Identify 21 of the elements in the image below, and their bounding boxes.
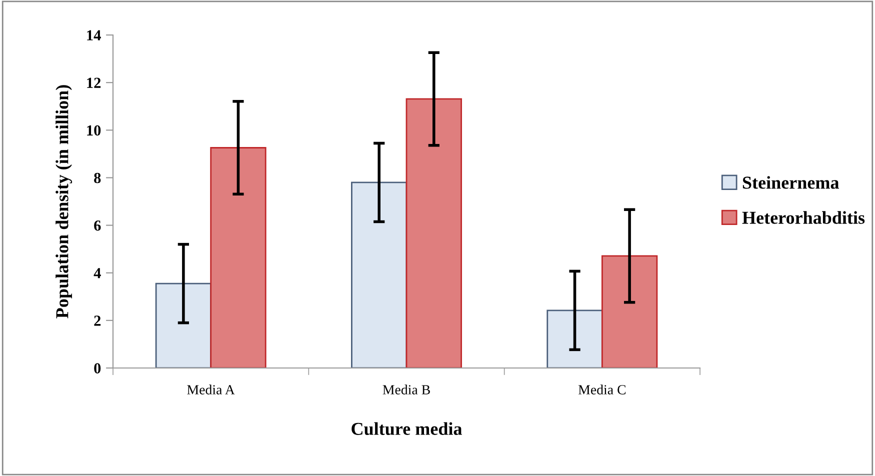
y-tick-label: 8: [94, 172, 101, 184]
y-axis-title: Population density (in million): [56, 85, 72, 318]
y-tick-label: 12: [87, 78, 101, 88]
y-tick-label: 6: [94, 220, 101, 231]
bar: [601, 255, 658, 368]
y-tick-label: 14: [87, 30, 101, 40]
bar: [546, 310, 603, 368]
legend-label: Steinernema: [742, 176, 839, 189]
x-tick-label: Media C: [578, 384, 626, 394]
x-tick-label: Media A: [187, 384, 235, 394]
bar: [351, 182, 408, 368]
x-tick-label: Media B: [382, 384, 430, 394]
legend-label: Heterorhabditis: [742, 211, 865, 224]
bar: [155, 282, 212, 368]
y-tick-label: 2: [94, 316, 101, 326]
bar: [406, 98, 462, 368]
y-tick-label: 0: [94, 363, 101, 374]
x-axis-title: Culture media: [352, 422, 462, 436]
y-tick-label: 4: [94, 268, 101, 278]
bar: [210, 147, 266, 368]
y-tick-label: 10: [87, 125, 101, 136]
